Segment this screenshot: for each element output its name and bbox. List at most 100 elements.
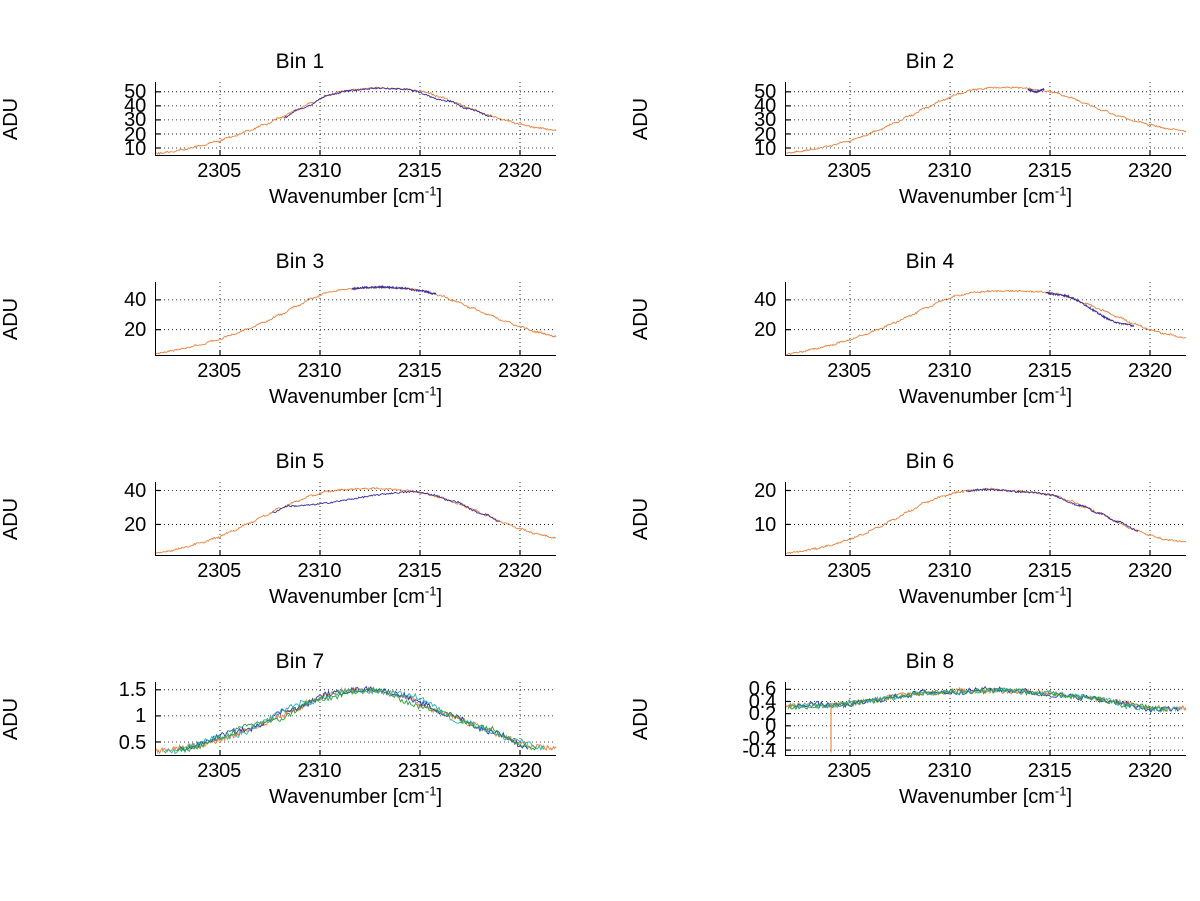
y-tick-label: 30 <box>124 109 146 132</box>
plot-svg <box>786 482 1186 555</box>
plot-area <box>785 82 1186 156</box>
y-tick-label: 0.4 <box>748 690 776 713</box>
series-spectrum-orange <box>786 290 1186 355</box>
subplot-panel-2: Bin 2 ADU 10 20 30 40 50 2305 2310 2315 2320 Wavenu… <box>630 44 1200 244</box>
series-spectrum-cyan <box>164 689 544 754</box>
x-tick-labels: 2305 2310 2315 2320 <box>155 160 556 186</box>
y-tick-labels: 10 20 30 40 50 <box>0 82 150 160</box>
y-tick-label: 0.5 <box>118 731 146 754</box>
x-axis-label-text: Wavenumber [cm <box>898 186 1055 208</box>
plot-svg <box>156 682 556 755</box>
series-spectrum-orange <box>786 488 1186 554</box>
x-axis-label: Wavenumber [cm-1] <box>155 183 556 209</box>
x-axis-label-text: Wavenumber [cm <box>898 786 1055 808</box>
plot-area <box>155 282 556 356</box>
x-tick-label: 2305 <box>197 360 242 382</box>
panel-title: Bin 2 <box>905 50 955 73</box>
grid-lines <box>786 482 1186 555</box>
x-axis-label-text: Wavenumber [cm <box>268 786 425 808</box>
subplot-panel-5: Bin 5 ADU 20 40 2305 2310 2315 2320 Wavenumber [… <box>0 444 600 644</box>
x-tick-label: 2320 <box>498 360 542 382</box>
x-tick-label: 2310 <box>927 360 972 382</box>
subplot-panel-3: Bin 3 ADU 20 40 2305 2310 2315 2320 Wavenumber [… <box>0 244 600 444</box>
y-tick-label: 10 <box>124 137 146 160</box>
x-axis-label-bracket: ] <box>436 386 443 408</box>
plot-svg <box>156 82 556 155</box>
x-tick-label: 2320 <box>498 160 542 182</box>
x-tick-label: 2305 <box>827 160 872 182</box>
y-tick-labels: 10 20 30 40 50 <box>630 82 780 159</box>
x-tick-label: 2320 <box>1128 160 1172 182</box>
series-spectrum-orange <box>156 688 556 754</box>
y-tick-label: 40 <box>124 95 146 118</box>
panel-title: Bin 8 <box>905 650 955 673</box>
x-tick-labels: 2305 2310 2315 2320 <box>785 560 1186 586</box>
x-tick-labels: 2305 2310 2315 2320 <box>785 160 1186 186</box>
x-axis-label-text: Wavenumber [cm <box>898 586 1055 608</box>
x-tick-label: 2320 <box>1128 560 1172 582</box>
x-axis-label-exponent: -1 <box>424 383 437 399</box>
y-tick-labels: 0.5 1 1.5 <box>0 680 150 756</box>
panel-title: Bin 7 <box>275 650 325 673</box>
x-axis-label: Wavenumber [cm-1] <box>785 783 1186 809</box>
y-tick-label: 10 <box>754 514 776 537</box>
y-tick-label: 40 <box>754 95 776 118</box>
subplot-panel-6: Bin 6 ADU 10 20 2305 2310 2315 2320 Wavenumber [… <box>630 444 1200 644</box>
x-axis-label: Wavenumber [cm-1] <box>155 383 556 409</box>
x-axis-label-exponent: -1 <box>424 583 437 599</box>
x-tick-label: 2320 <box>1128 360 1172 382</box>
x-axis-label-exponent: -1 <box>1054 583 1067 599</box>
y-tick-label: 20 <box>124 514 146 537</box>
series-spectrum-blue-overlay <box>1046 292 1134 326</box>
y-tick-labels: 20 40 <box>0 481 150 556</box>
x-tick-label: 2310 <box>927 560 972 582</box>
x-axis-label-bracket: ] <box>1066 386 1073 408</box>
subplot-panel-4: Bin 4 ADU 20 40 2305 2310 2315 2320 Wavenumber [… <box>630 244 1200 444</box>
plot-svg <box>156 282 556 355</box>
series-spectrum-blue-overlay <box>284 87 492 118</box>
x-axis-label-text: Wavenumber [cm <box>268 586 425 608</box>
panel-title: Bin 1 <box>275 50 325 73</box>
x-tick-label: 2320 <box>498 560 542 582</box>
y-tick-label: 20 <box>754 319 776 342</box>
x-tick-label: 2310 <box>927 760 972 782</box>
y-tick-label: 30 <box>754 109 776 132</box>
y-tick-label: 20 <box>754 123 776 146</box>
x-axis-label-exponent: -1 <box>424 783 437 799</box>
series-spectrum-green <box>788 688 1168 711</box>
subplot-panel-1: Bin 1 ADU 10 20 30 40 50 2305 2310 2315 2320 Wavenu… <box>0 44 600 244</box>
panel-title: Bin 6 <box>905 450 955 473</box>
series-spectrum-blue <box>180 687 528 751</box>
x-tick-labels: 2305 2310 2315 2320 <box>155 360 556 386</box>
x-tick-labels: 2305 2310 2315 2320 <box>155 560 556 586</box>
y-tick-labels: 10 20 <box>630 481 780 556</box>
x-axis-label-bracket: ] <box>1066 186 1073 208</box>
x-tick-label: 2310 <box>297 560 342 582</box>
x-tick-labels: 2305 2310 2315 2320 <box>785 760 1186 786</box>
series-spectrum-blue-overlay <box>1028 89 1044 93</box>
x-axis-label: Wavenumber [cm-1] <box>785 583 1186 609</box>
x-tick-labels: 2305 2310 2315 2320 <box>155 760 556 786</box>
y-tick-label: -0.2 <box>742 727 776 750</box>
y-tick-label: 0.2 <box>748 703 776 726</box>
plot-svg <box>786 82 1186 155</box>
grid-lines <box>156 82 556 155</box>
y-tick-label: 40 <box>124 289 146 312</box>
panel-title: Bin 4 <box>905 250 955 273</box>
y-tick-label: 20 <box>124 319 146 342</box>
y-tick-labels: 20 40 <box>630 282 780 356</box>
y-tick-labels: -0.4 -0.2 0 0.2 0.4 0.6 <box>630 679 780 761</box>
grid-lines <box>786 82 1186 155</box>
x-axis-label-bracket: ] <box>436 586 443 608</box>
series-spectrum-orange <box>786 87 1186 154</box>
series-spectrum-blue-overlay <box>352 286 436 294</box>
x-axis-label-exponent: -1 <box>424 183 437 199</box>
x-tick-label: 2315 <box>397 160 442 182</box>
series-spectrum-blue-overlay <box>272 491 500 521</box>
x-tick-label: 2320 <box>498 760 542 782</box>
y-tick-label: 1 <box>135 705 146 728</box>
subplot-panel-8: Bin 8 ADU -0.4 -0.2 0 0.2 0.4 0.6 2305 2310 2315 23… <box>630 644 1200 844</box>
y-tick-label: 40 <box>754 289 776 312</box>
plot-svg <box>786 282 1186 355</box>
x-axis-label-exponent: -1 <box>1054 783 1067 799</box>
